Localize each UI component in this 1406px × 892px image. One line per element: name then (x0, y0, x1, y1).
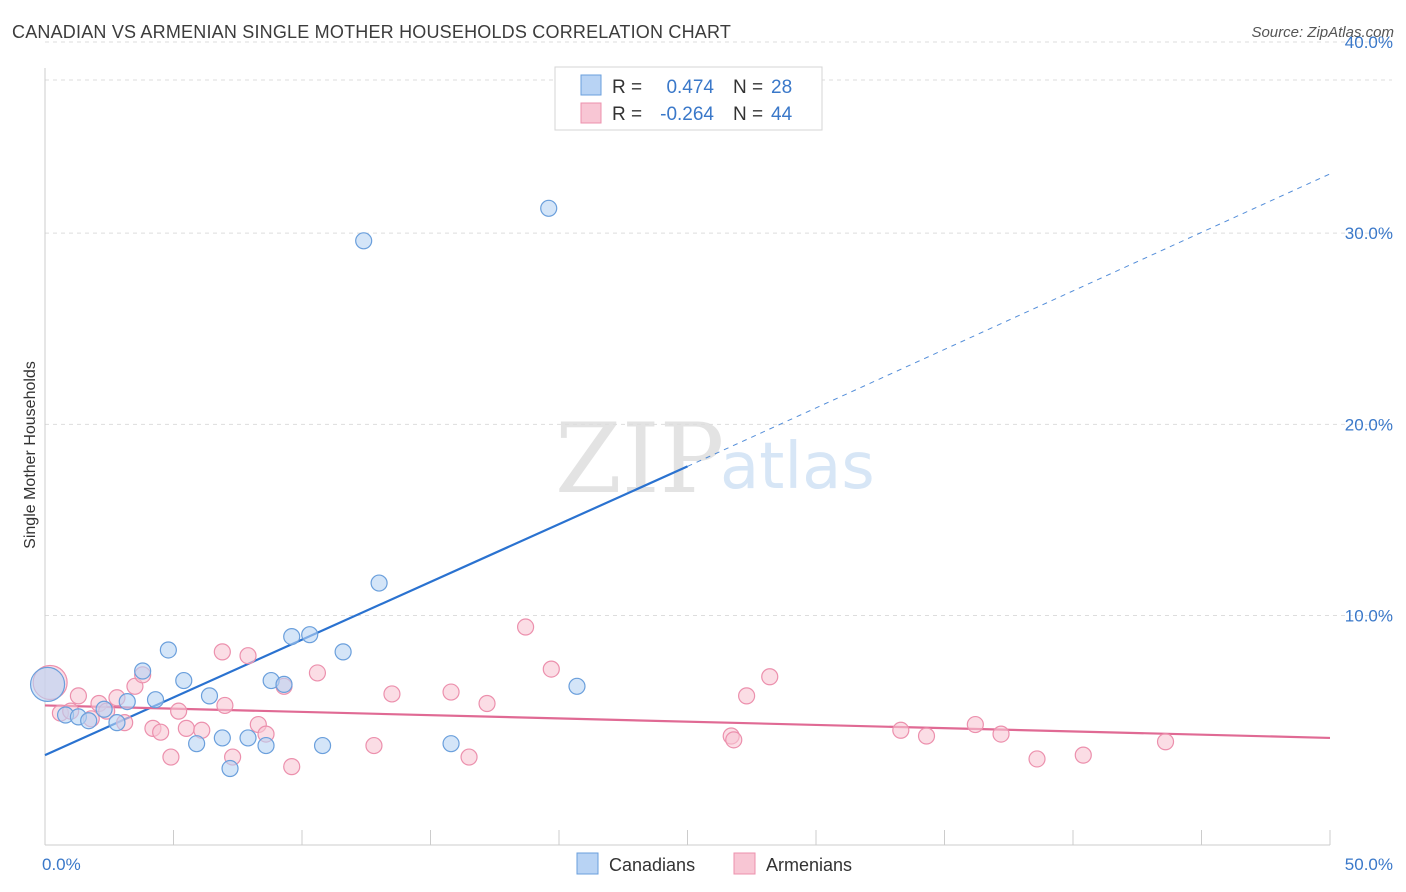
point-armenians-15 (177, 719, 195, 737)
trend-line-canadians (44, 465, 688, 757)
legend-r-label-canadians: R = (612, 77, 642, 98)
point-armenians-29 (460, 748, 478, 766)
legend-r-label-armenians: R = (612, 104, 642, 125)
legend-swatch-armenians (580, 102, 602, 124)
point-canadians-23 (355, 232, 373, 250)
series-legend-swatch-canadians (576, 852, 599, 875)
point-armenians-41 (1074, 746, 1092, 764)
legend-n-value-canadians: 28 (771, 77, 792, 98)
point-armenians-35 (761, 668, 779, 686)
point-armenians-26 (365, 736, 383, 755)
x-tick-label-0: 0.0% (42, 855, 81, 874)
point-canadians-18 (275, 675, 293, 693)
point-canadians-13 (213, 729, 231, 747)
point-armenians-12 (152, 723, 170, 741)
y-tick-label-1: 20.0% (1345, 415, 1393, 434)
stats-legend: R = 0.474 N = 28 R = -0.264 N = 44 (554, 66, 823, 131)
point-armenians-18 (216, 696, 234, 715)
point-armenians-27 (383, 685, 401, 703)
point-armenians-25 (308, 664, 327, 682)
point-canadians-8 (146, 691, 165, 709)
series-legend: Canadians Armenians (576, 852, 852, 875)
point-canadians-21 (313, 736, 332, 755)
point-armenians-39 (992, 725, 1010, 743)
point-armenians-43 (725, 731, 743, 749)
point-armenians-42 (1156, 733, 1175, 751)
legend-r-value-canadians: 0.474 (666, 77, 714, 98)
point-canadians-6 (118, 692, 136, 711)
y-tick-labels: 10.0% 20.0% 30.0% 40.0% (1345, 33, 1393, 626)
point-armenians-37 (917, 727, 936, 745)
point-canadians-19 (283, 627, 301, 646)
y-tick-label-2: 30.0% (1345, 224, 1393, 243)
point-armenians-28 (442, 683, 460, 701)
y-tick-label-3: 40.0% (1345, 33, 1393, 52)
trend-line-armenians (44, 704, 1331, 740)
point-canadians-20 (301, 626, 319, 644)
series-legend-swatch-armenians (733, 852, 756, 875)
chart-title: CANADIAN VS ARMENIAN SINGLE MOTHER HOUSE… (12, 22, 732, 42)
point-canadians-9 (159, 641, 177, 659)
point-armenians-3 (69, 687, 88, 705)
source-credit: Source: ZipAtlas.com (1251, 24, 1394, 41)
point-canadians-16 (257, 736, 275, 755)
point-armenians-34 (738, 687, 756, 705)
series-legend-label-armenians: Armenians (766, 855, 852, 875)
y-axis-title: Single Mother Households (22, 361, 39, 549)
watermark-atlas: atlas (720, 430, 875, 504)
point-canadians-11 (188, 735, 206, 753)
point-canadians-5 (108, 714, 126, 732)
watermark: ZIP atlas (555, 403, 875, 515)
legend-r-value-armenians: -0.264 (660, 104, 714, 125)
point-canadians-0 (29, 666, 66, 702)
watermark-zip: ZIP (555, 403, 724, 515)
point-canadians-27 (568, 677, 586, 695)
axes (44, 68, 1331, 846)
point-armenians-40 (1028, 750, 1046, 768)
point-canadians-4 (95, 700, 113, 718)
x-tick-label-1: 50.0% (1345, 855, 1393, 874)
point-armenians-20 (239, 647, 257, 665)
legend-n-label-canadians: N = (733, 77, 763, 98)
x-tick-labels: 0.0% 50.0% (42, 855, 1393, 874)
point-armenians-24 (283, 758, 301, 776)
legend-n-value-armenians: 44 (771, 104, 793, 125)
point-armenians-30 (478, 694, 496, 713)
point-canadians-3 (80, 712, 98, 730)
point-armenians-32 (542, 660, 560, 678)
point-canadians-26 (540, 199, 558, 217)
legend-swatch-canadians (580, 74, 602, 96)
point-armenians-36 (892, 721, 910, 739)
data-points (29, 199, 1175, 778)
point-canadians-25 (442, 735, 460, 753)
point-canadians-10 (175, 671, 193, 690)
point-canadians-22 (334, 643, 352, 661)
point-canadians-7 (134, 662, 152, 680)
point-armenians-17 (213, 643, 231, 661)
y-tick-label-0: 10.0% (1345, 607, 1393, 626)
series-legend-label-canadians: Canadians (609, 855, 695, 875)
legend-n-label-armenians: N = (733, 104, 763, 125)
point-armenians-38 (966, 715, 984, 734)
point-armenians-13 (162, 748, 180, 766)
point-canadians-12 (200, 687, 219, 705)
point-canadians-24 (370, 574, 388, 592)
point-armenians-31 (516, 618, 535, 636)
point-armenians-14 (170, 702, 188, 720)
point-canadians-14 (221, 759, 239, 778)
trend-line-canadians-extension (687, 173, 1331, 467)
point-canadians-15 (239, 729, 257, 747)
